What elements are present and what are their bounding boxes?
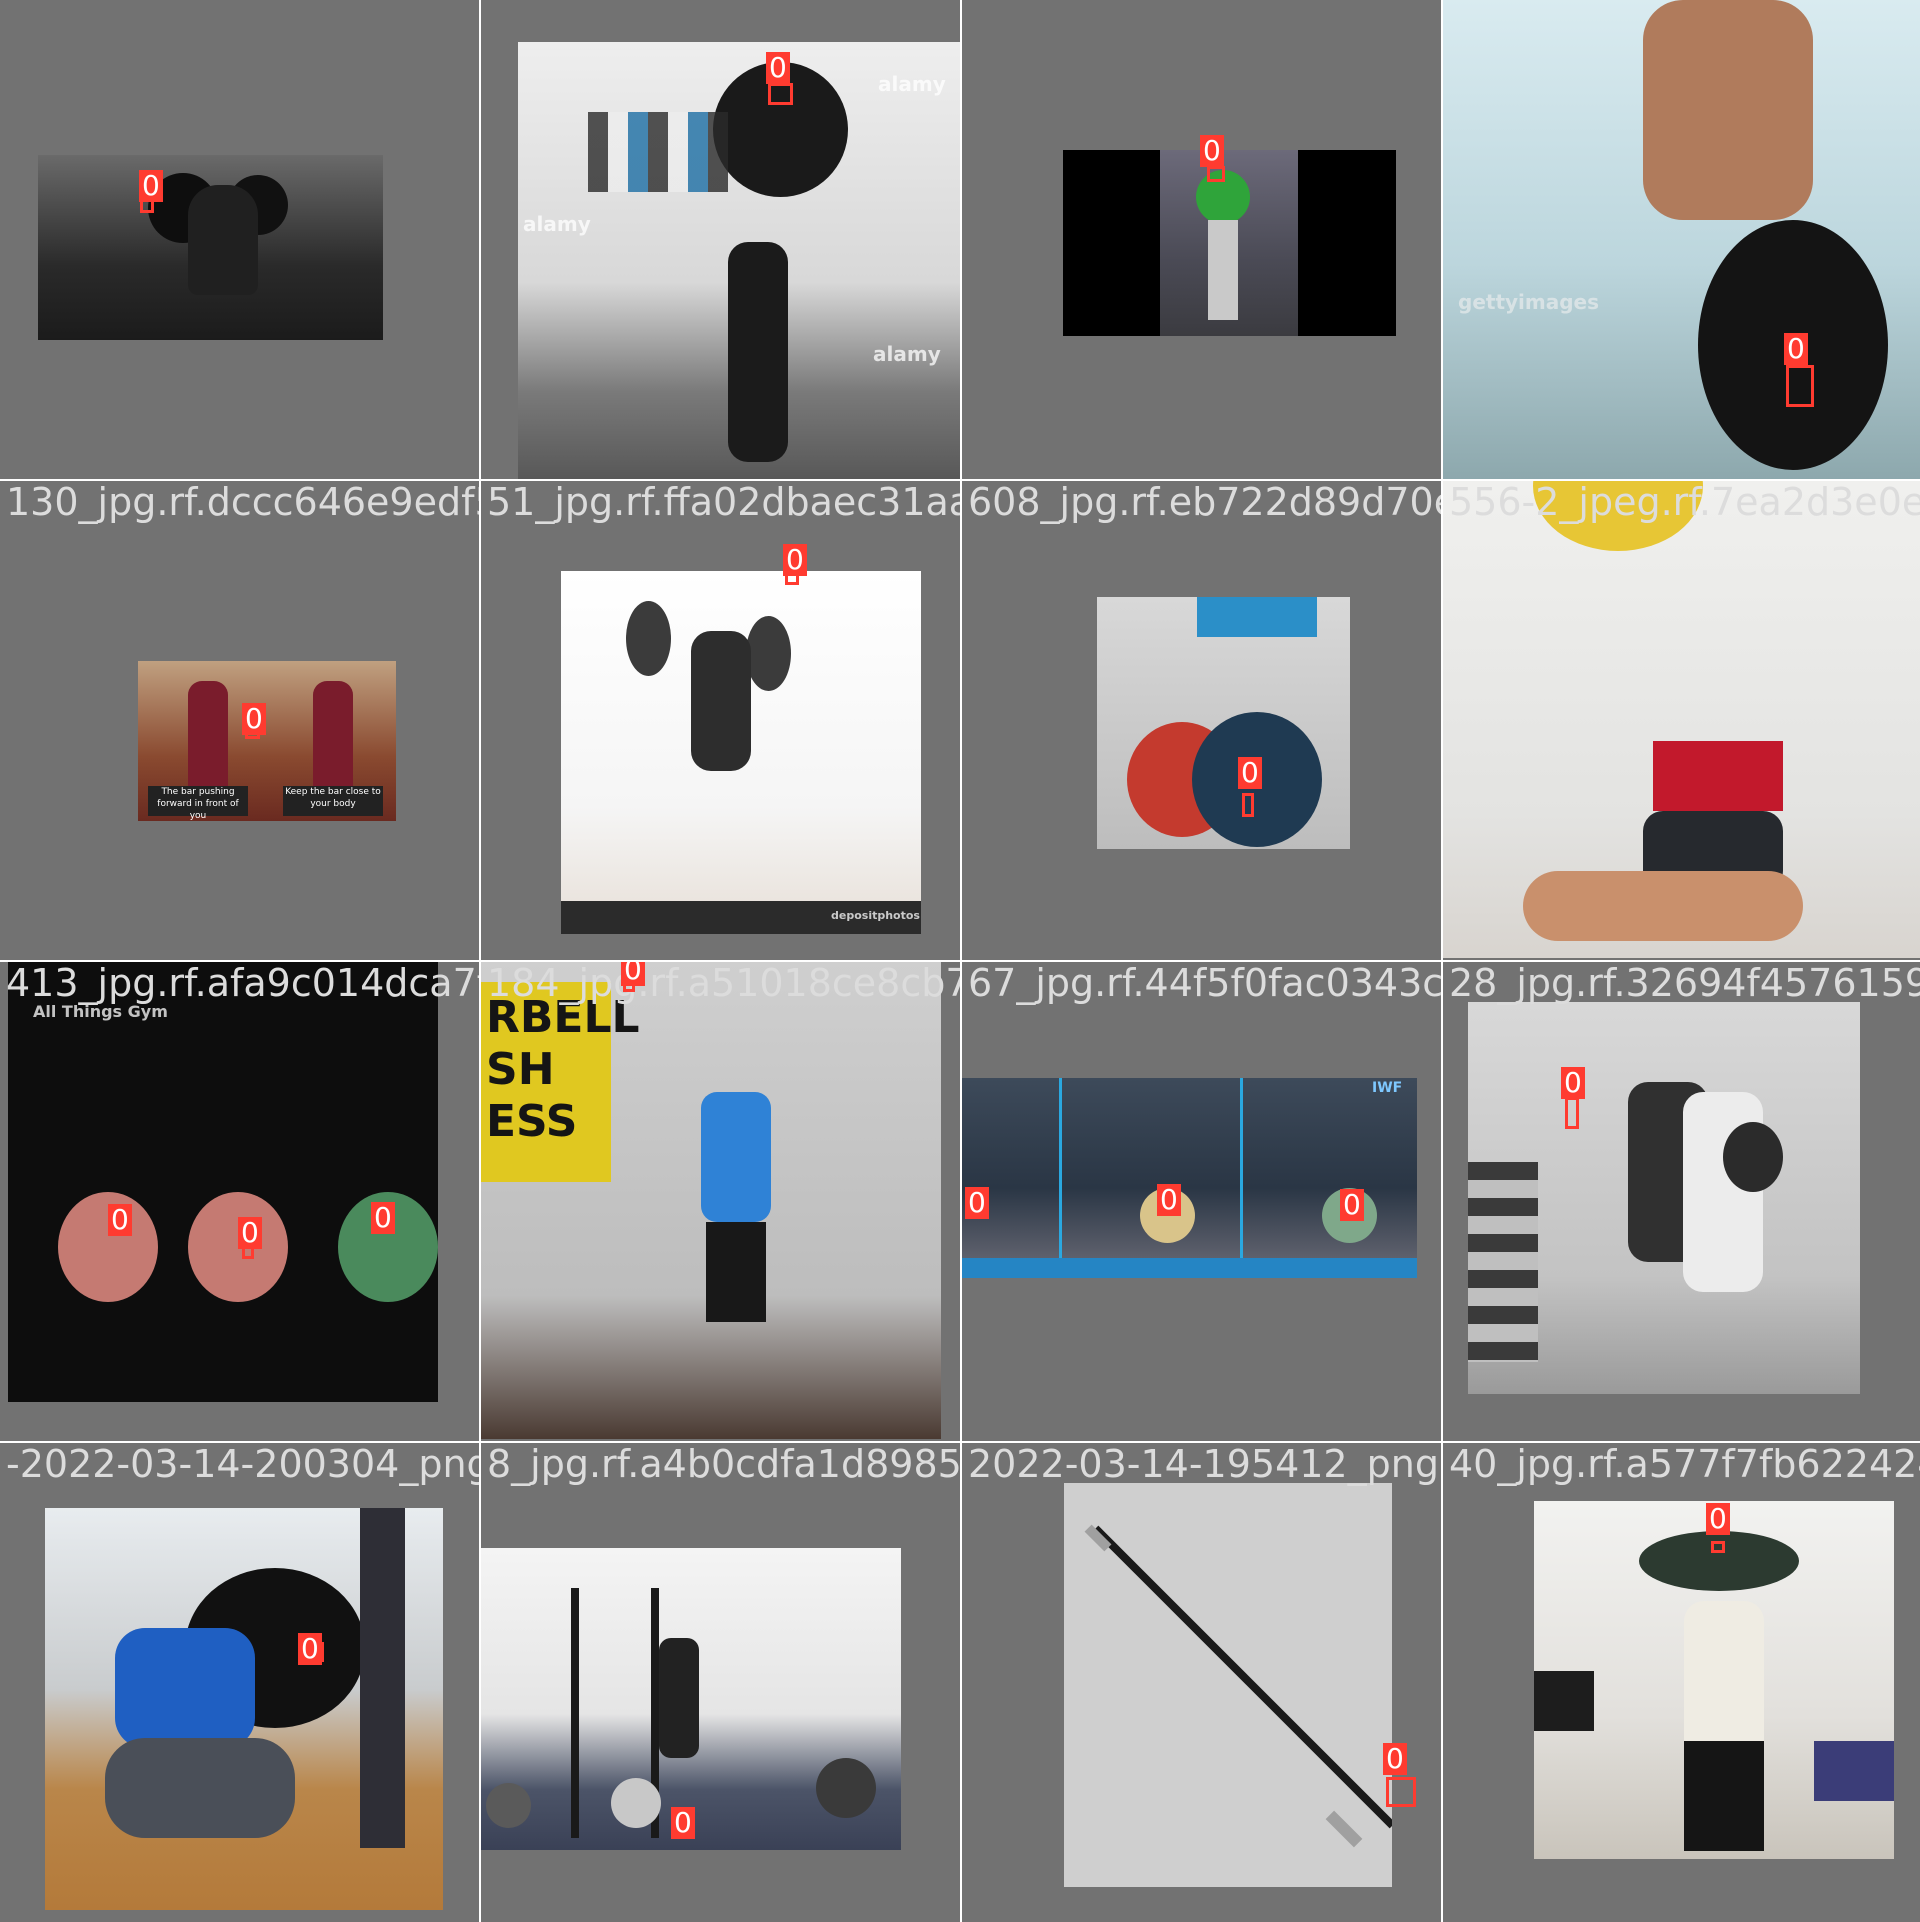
tile-5: 130_jpg.rf.dccc646e9edf50b The bar pushi… (0, 481, 479, 960)
bbox (768, 83, 793, 105)
wall-sign: RBELL SH ESS (486, 992, 640, 1147)
tile-4: gettyimages 0 (1443, 0, 1920, 479)
class-label: 0 (238, 1217, 262, 1249)
photo-home-lift (1534, 1501, 1894, 1859)
tile-8: 556-2_jpeg.rf.7ea2d3e0e1f1d (1443, 481, 1920, 960)
class-label: 0 (1340, 1189, 1364, 1221)
watermark: alamy (873, 342, 941, 366)
photo-front-squat-rack (45, 1508, 443, 1910)
filename-label: 8_jpg.rf.a4b0cdfa1d8985298 (487, 1443, 960, 1486)
photo-assisted-squat (1468, 1002, 1860, 1394)
filename-label: -2022-03-14-200304_png_jpg (6, 1443, 479, 1486)
photo-iwf-sequence: IWF (962, 1078, 1417, 1278)
class-label: 0 (242, 703, 266, 735)
class-label: 0 (371, 1202, 395, 1234)
filename-label: 608_jpg.rf.eb722d89d70ed51c4 (968, 481, 1441, 524)
bbox (1207, 166, 1225, 182)
photo-squat-gym (38, 155, 383, 340)
filename-label: 67_jpg.rf.44f5f0fac0343c3501 (968, 962, 1441, 1005)
class-label: 0 (1238, 757, 1262, 789)
tile-15: 2022-03-14-195412_png.rf.a2 0 (962, 1443, 1441, 1922)
filename-label: 130_jpg.rf.dccc646e9edf50b (6, 481, 479, 524)
photo-lunge-overhead: alamy alamy alamy (518, 42, 960, 479)
tile-1: 0 (0, 0, 479, 479)
filename-label: 2022-03-14-195412_png.rf.a2 (968, 1443, 1441, 1486)
class-label: 0 (783, 544, 807, 576)
filename-label: 184_jpg.rf.a51018ce8cb7950 (487, 962, 960, 1005)
class-label: 0 (1706, 1503, 1730, 1535)
photo-deadlift-closeup: gettyimages (1443, 0, 1920, 479)
class-label: 0 (671, 1807, 695, 1839)
class-label: 0 (766, 52, 790, 84)
watermark: alamy (523, 212, 591, 236)
watermark: depositphotos (831, 909, 920, 922)
caption: The bar pushing forward in front of you (148, 786, 248, 821)
tile-6: 51_jpg.rf.ffa02dbaec31aa76d depositphoto… (481, 481, 960, 960)
tile-2: alamy alamy alamy 0 (481, 0, 960, 479)
filename-label: 51_jpg.rf.ffa02dbaec31aa76d (487, 481, 960, 524)
photo-garage-gym (481, 1548, 901, 1850)
watermark: All Things Gym (33, 1002, 168, 1021)
tile-9: 413_jpg.rf.afa9c014dca7faaa All Things G… (0, 962, 479, 1441)
photo-back-squat-white: depositphotos (561, 571, 921, 934)
tile-3: 0 (962, 0, 1441, 479)
tile-7: 608_jpg.rf.eb722d89d70ed51c4 0 (962, 481, 1441, 960)
photo-deadlift-sequence: All Things Gym (8, 962, 438, 1402)
photo-overhead-press: RBELL SH ESS (481, 962, 941, 1439)
filename-label: 28_jpg.rf.32694f4576159ca8f6424 (1449, 962, 1920, 1005)
photo-barbell-product (1064, 1483, 1392, 1887)
class-label: 0 (1784, 333, 1808, 365)
class-label: 0 (1561, 1067, 1585, 1099)
class-label: 0 (298, 1633, 322, 1665)
photo-gym-portrait (1063, 150, 1396, 336)
photo-split-jerk (1443, 481, 1920, 958)
bbox (1711, 1541, 1725, 1553)
filename-label: 413_jpg.rf.afa9c014dca7faaa (6, 962, 479, 1005)
tile-16: 40_jpg.rf.a577f7fb6224242b 0 (1443, 1443, 1920, 1922)
class-label: 0 (108, 1204, 132, 1236)
tile-10: 184_jpg.rf.a51018ce8cb7950 RBELL SH ESS … (481, 962, 960, 1441)
bbox (1565, 1097, 1579, 1129)
bbox (1786, 365, 1814, 407)
class-label: 0 (1200, 135, 1224, 167)
filename-label: 40_jpg.rf.a577f7fb6224242b (1449, 1443, 1920, 1486)
tile-11: 67_jpg.rf.44f5f0fac0343c3501 IWF 0 0 0 (962, 962, 1441, 1441)
filename-label: 556-2_jpeg.rf.7ea2d3e0e1f1d (1449, 481, 1920, 524)
tile-12: 28_jpg.rf.32694f4576159ca8f6424 0 (1443, 962, 1920, 1441)
class-label: 0 (1383, 1743, 1407, 1775)
photo-plates-closeup (1097, 597, 1350, 849)
caption: Keep the bar close to your body (283, 786, 383, 816)
watermark: gettyimages (1458, 290, 1600, 314)
watermark: IWF (1372, 1080, 1403, 1096)
class-label: 0 (621, 962, 645, 986)
bbox (1242, 793, 1254, 817)
tile-14: 8_jpg.rf.a4b0cdfa1d8985298 0 (481, 1443, 960, 1922)
photo-two-lifters: The bar pushing forward in front of you … (138, 661, 396, 821)
watermark: alamy (878, 72, 946, 96)
class-label: 0 (139, 170, 163, 202)
bbox (1386, 1777, 1416, 1807)
tile-13: -2022-03-14-200304_png_jpg 0 (0, 1443, 479, 1922)
class-label: 0 (965, 1187, 989, 1219)
class-label: 0 (1157, 1184, 1181, 1216)
